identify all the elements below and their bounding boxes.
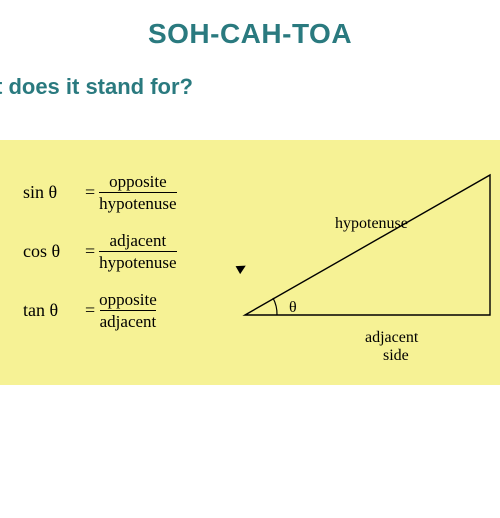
label-hypotenuse: hypotenuse <box>335 215 408 233</box>
triangle-svg <box>225 145 500 385</box>
equals: = <box>85 182 95 203</box>
cos-fraction: adjacent hypotenuse <box>99 231 176 272</box>
cos-denominator: hypotenuse <box>99 251 176 273</box>
sin-denominator: hypotenuse <box>99 192 176 214</box>
sin-lhs: sin θ <box>23 182 81 203</box>
tan-numerator: opposite <box>99 290 157 310</box>
triangle-shape <box>245 175 490 315</box>
formula-tan: tan θ = opposite adjacent <box>23 290 177 331</box>
sin-numerator: opposite <box>109 172 167 192</box>
label-adjacent-bottom: side <box>383 347 409 365</box>
angle-arc <box>273 298 277 315</box>
tan-lhs: tan θ <box>23 300 81 321</box>
cos-lhs: cos θ <box>23 241 81 262</box>
tan-fraction: opposite adjacent <box>99 290 157 331</box>
formula-list: sin θ = opposite hypotenuse cos θ = adja… <box>23 172 177 349</box>
tan-denominator: adjacent <box>100 310 157 332</box>
page-title: SOH-CAH-TOA <box>0 18 500 50</box>
sin-fraction: opposite hypotenuse <box>99 172 176 213</box>
subtitle: t does it stand for? <box>0 74 500 100</box>
cos-numerator: adjacent <box>110 231 167 251</box>
label-theta: θ <box>289 299 297 317</box>
equals: = <box>85 300 95 321</box>
formula-cos: cos θ = adjacent hypotenuse <box>23 231 177 272</box>
label-adjacent-top: adjacent <box>365 329 418 347</box>
mnemonic-box: sin θ = opposite hypotenuse cos θ = adja… <box>0 140 500 385</box>
equals: = <box>85 241 95 262</box>
formula-sin: sin θ = opposite hypotenuse <box>23 172 177 213</box>
triangle-diagram: hypotenuse θ adjacent side <box>225 145 500 385</box>
